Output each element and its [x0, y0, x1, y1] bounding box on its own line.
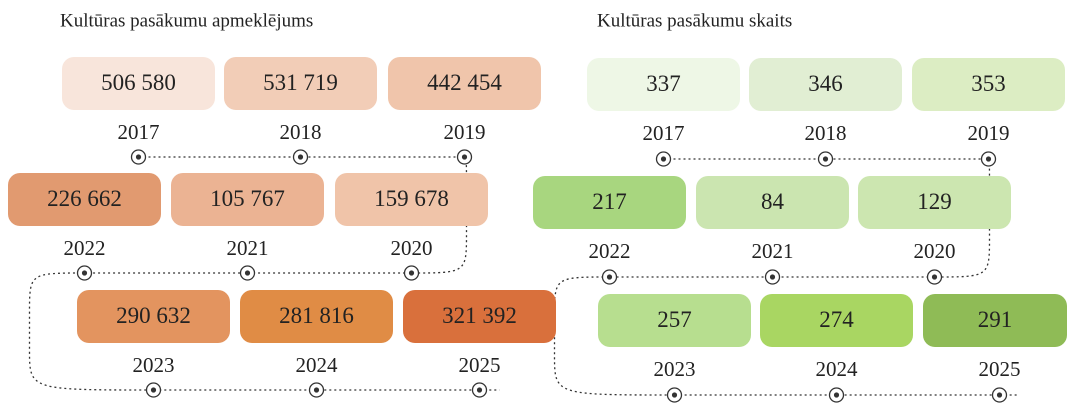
value-box — [858, 176, 1011, 229]
value: 321 392 — [442, 303, 517, 328]
year: 2018 — [280, 120, 322, 144]
timeline-dot-center — [135, 154, 142, 160]
value: 129 — [917, 189, 952, 214]
timeline-dot-center — [461, 154, 468, 160]
value: 531 719 — [263, 70, 338, 95]
value-box — [8, 173, 161, 226]
timeline-dot-center — [150, 387, 157, 393]
year: 2020 — [914, 239, 956, 263]
value: 290 632 — [116, 303, 191, 328]
year: 2024 — [296, 353, 339, 377]
value-box — [224, 57, 377, 110]
year: 2017 — [643, 121, 685, 145]
value: 217 — [592, 189, 627, 214]
year: 2021 — [752, 239, 794, 263]
year: 2022 — [64, 236, 106, 260]
value: 84 — [761, 189, 785, 214]
value: 442 454 — [427, 70, 502, 95]
value: 274 — [819, 307, 854, 332]
timeline-dot-center — [408, 270, 415, 276]
value: 346 — [808, 71, 843, 96]
timeline-dot-center — [81, 270, 88, 276]
value-box — [77, 290, 230, 343]
year: 2025 — [979, 357, 1021, 381]
value: 291 — [978, 307, 1013, 332]
value: 159 678 — [374, 186, 449, 211]
year: 2017 — [118, 120, 160, 144]
timeline-dot-center — [297, 154, 304, 160]
value-box — [760, 294, 913, 347]
year: 2022 — [589, 239, 631, 263]
timeline-dot-center — [996, 392, 1003, 398]
timeline-dot-center — [476, 387, 483, 393]
timeline-dot-center — [833, 392, 840, 398]
year: 2025 — [459, 353, 501, 377]
value-box — [749, 58, 902, 111]
value-box — [533, 176, 686, 229]
year: 2023 — [654, 357, 696, 381]
value: 281 816 — [279, 303, 354, 328]
value-box — [388, 57, 541, 110]
timeline-dot-center — [313, 387, 320, 393]
value-box — [403, 290, 556, 343]
value-box — [587, 58, 740, 111]
timeline — [28, 156, 500, 391]
timeline-dot-center — [769, 274, 776, 280]
value-box — [335, 173, 488, 226]
timeline-dot-center — [606, 274, 613, 280]
year: 2018 — [805, 121, 847, 145]
timeline-dot-center — [244, 270, 251, 276]
panel-title: Kultūras pasākumu skaits — [597, 10, 792, 31]
value: 105 767 — [210, 186, 285, 211]
timeline-dot-center — [671, 392, 678, 398]
year: 2024 — [816, 357, 859, 381]
timeline-dot-center — [822, 156, 829, 162]
year: 2020 — [391, 236, 433, 260]
value-box — [62, 57, 215, 110]
value-box — [240, 290, 393, 343]
timeline-dot-center — [985, 156, 992, 162]
value-box — [598, 294, 751, 347]
value: 353 — [971, 71, 1006, 96]
timeline-dot-center — [660, 156, 667, 162]
value: 337 — [646, 71, 681, 96]
value-box — [171, 173, 324, 226]
value-box — [923, 294, 1067, 347]
year: 2019 — [968, 121, 1010, 145]
timeline — [553, 158, 1020, 396]
year: 2023 — [133, 353, 175, 377]
value: 226 662 — [47, 186, 122, 211]
value: 257 — [657, 307, 692, 332]
panel-title: Kultūras pasākumu apmeklējums — [60, 10, 313, 31]
value-box — [696, 176, 849, 229]
value: 506 580 — [101, 70, 176, 95]
year: 2019 — [444, 120, 486, 144]
timeline-dot-center — [931, 274, 938, 280]
year: 2021 — [227, 236, 269, 260]
value-box — [912, 58, 1065, 111]
